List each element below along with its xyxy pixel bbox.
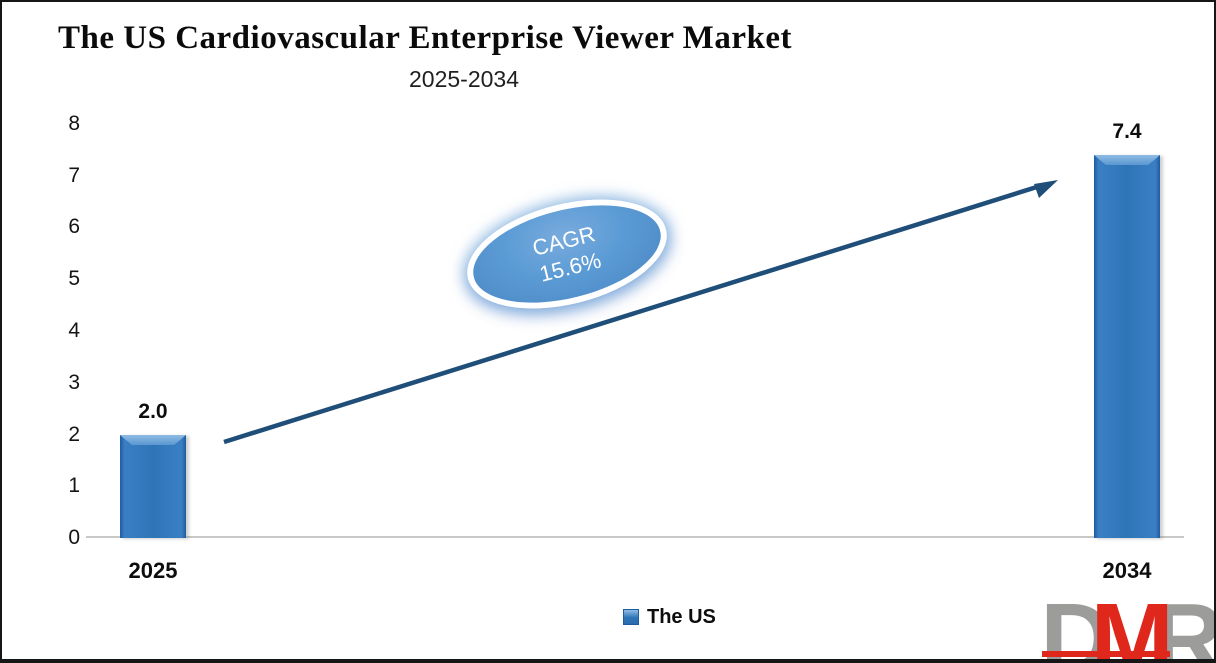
- x-axis-line: [86, 536, 1184, 538]
- logo-red-underline: [1042, 651, 1171, 657]
- bar-value-label-2034: 7.4: [1112, 120, 1142, 143]
- y-axis-tick-label-0: 0: [68, 526, 80, 549]
- y-axis-tick-label-1: 1: [68, 474, 80, 497]
- y-axis-tick-label-3: 3: [68, 371, 80, 394]
- bar-2025: [120, 435, 186, 538]
- legend-label: The US: [647, 605, 716, 628]
- y-axis-tick-label-4: 4: [68, 319, 80, 342]
- chart-subtitle: 2025-2034: [409, 66, 519, 92]
- y-axis-tick-label-2: 2: [68, 423, 80, 446]
- logo-letter-m: M: [1090, 583, 1173, 663]
- chart-title: The US Cardiovascular Enterprise Viewer …: [58, 20, 792, 56]
- x-axis-label-2034: 2034: [1102, 558, 1152, 583]
- bar-2034: [1094, 155, 1160, 538]
- x-axis-label-2025: 2025: [128, 558, 178, 583]
- y-axis-tick-label-8: 8: [68, 112, 80, 135]
- logo-letter-r: R: [1151, 583, 1214, 663]
- dmr-logo: DMR: [1040, 583, 1214, 663]
- y-axis-tick-label-7: 7: [68, 164, 80, 187]
- legend: The US: [623, 605, 716, 629]
- y-axis-tick-label-5: 5: [68, 267, 80, 290]
- y-axis-tick-label-6: 6: [68, 215, 80, 238]
- bar-value-label-2025: 2.0: [138, 400, 168, 423]
- legend-swatch-icon: [623, 609, 639, 625]
